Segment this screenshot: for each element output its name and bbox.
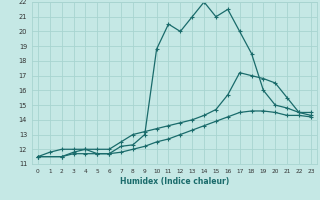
X-axis label: Humidex (Indice chaleur): Humidex (Indice chaleur) — [120, 177, 229, 186]
